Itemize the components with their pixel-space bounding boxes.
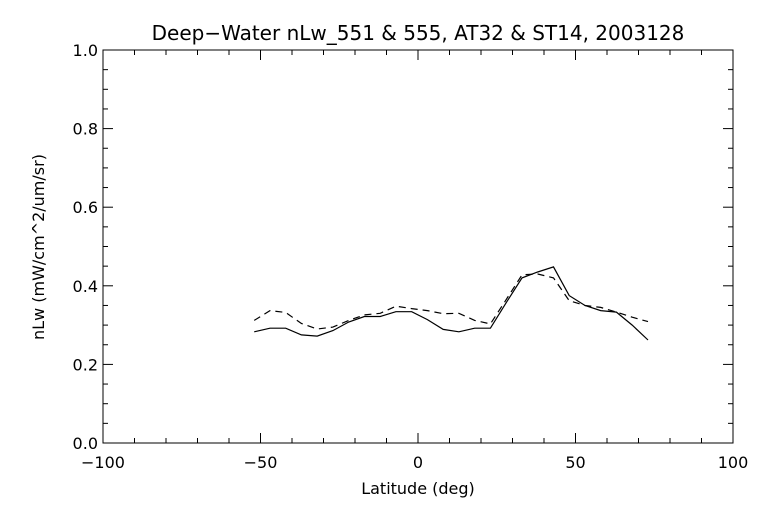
- x-tick-label: 0: [413, 453, 423, 472]
- y-tick-label: 0.6: [73, 198, 98, 217]
- tick-marks: [102, 49, 734, 444]
- x-tick-label: 100: [718, 453, 749, 472]
- series-line-1-solid: [254, 266, 649, 341]
- y-axis-title: nLw (mW/cm^2/um/sr): [29, 154, 48, 340]
- y-tick-label: 0.2: [73, 355, 98, 374]
- series-layer: [253, 266, 649, 341]
- tick-labels: −100 −50 0 50 100 0.0 0.2 0.4 0.6 0.8 1.0: [73, 41, 749, 472]
- plot-frame: [102, 49, 734, 444]
- series-line-2-dashed: [253, 273, 649, 330]
- chart-title: Deep−Water nLw_551 & 555, AT32 & ST14, 2…: [152, 21, 685, 45]
- y-tick-label: 0.8: [73, 120, 98, 139]
- x-axis-title: Latitude (deg): [361, 479, 475, 498]
- x-tick-label: −100: [81, 453, 125, 472]
- y-tick-label: 0.4: [73, 277, 98, 296]
- x-tick-label: −50: [244, 453, 278, 472]
- x-tick-label: 50: [565, 453, 585, 472]
- y-tick-label: 1.0: [73, 41, 98, 60]
- y-tick-label: 0.0: [73, 434, 98, 453]
